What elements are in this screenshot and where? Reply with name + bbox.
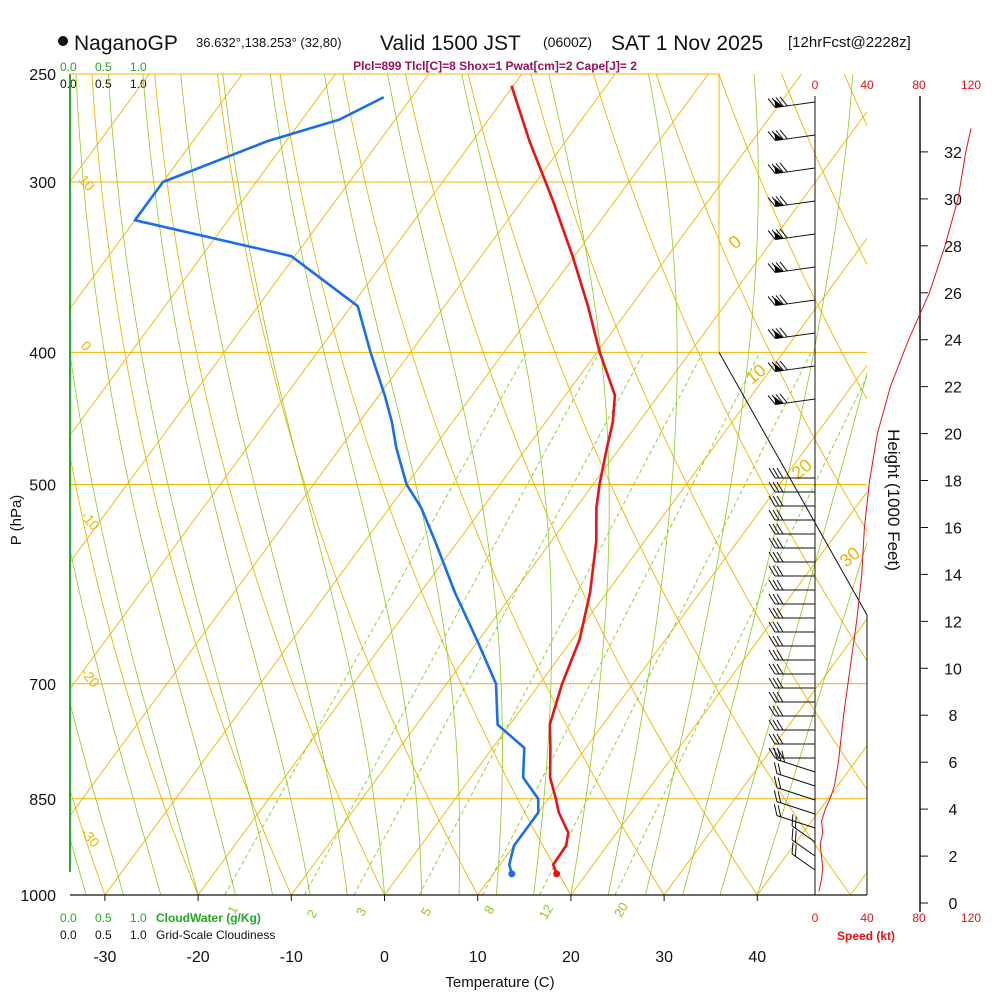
pressure-tick-label: 500 bbox=[29, 478, 56, 495]
x-tick-label: 10 bbox=[469, 949, 487, 966]
height-axis-title: Height (1000 Feet) bbox=[884, 429, 903, 571]
height-tick-label: 22 bbox=[944, 380, 962, 397]
cloud-water-tick: 0.0 bbox=[60, 911, 77, 925]
valid-date: SAT 1 Nov 2025 bbox=[611, 32, 763, 55]
speed-tick-label-bottom: 80 bbox=[912, 911, 926, 925]
cloudiness-tick: 0.0 bbox=[60, 77, 77, 91]
pressure-tick-label: 1000 bbox=[20, 888, 56, 905]
x-tick-label: 30 bbox=[655, 949, 673, 966]
pressure-tick-label: 300 bbox=[29, 175, 56, 192]
height-tick-label: 32 bbox=[944, 145, 962, 162]
height-tick-label: 24 bbox=[944, 333, 962, 350]
valid-utc: (0600Z) bbox=[543, 34, 592, 50]
speed-tick-label-top: 80 bbox=[912, 78, 926, 92]
cloud-water-label: CloudWater (g/Kg) bbox=[156, 911, 261, 925]
speed-tick-label-bottom: 120 bbox=[961, 911, 981, 925]
cloud-water-tick: 1.0 bbox=[130, 60, 147, 74]
valid-time: Valid 1500 JST bbox=[380, 32, 521, 55]
speed-tick-label-bottom: 40 bbox=[860, 911, 874, 925]
height-tick-label: 8 bbox=[949, 708, 958, 725]
forecast-label: [12hrFcst@2228z] bbox=[788, 34, 911, 51]
height-tick-label: 16 bbox=[944, 521, 962, 538]
height-tick-label: 14 bbox=[944, 567, 962, 584]
speed-tick-label-top: 40 bbox=[860, 78, 874, 92]
height-tick-label: 18 bbox=[944, 474, 962, 491]
height-tick-label: 0 bbox=[949, 896, 958, 913]
speed-tick-label-top: 120 bbox=[961, 78, 981, 92]
pressure-tick-label: 400 bbox=[29, 345, 56, 362]
dewpoint-surface-point bbox=[508, 870, 515, 877]
temperature-surface-point bbox=[553, 870, 560, 877]
x-tick-label: -20 bbox=[187, 949, 210, 966]
height-tick-label: 10 bbox=[944, 661, 962, 678]
pressure-tick-label: 850 bbox=[29, 792, 56, 809]
speed-axis-title: Speed (kt) bbox=[837, 929, 895, 943]
cloud-water-tick: 0.5 bbox=[95, 60, 112, 74]
cloudiness-tick: 0.0 bbox=[60, 928, 77, 942]
pressure-tick-label: 250 bbox=[29, 67, 56, 84]
cloud-water-tick: 0.0 bbox=[60, 60, 77, 74]
cloudiness-label: Grid-Scale Cloudiness bbox=[156, 928, 275, 942]
height-tick-label: 4 bbox=[949, 802, 958, 819]
x-tick-label: 20 bbox=[562, 949, 580, 966]
speed-tick-label-bottom: 0 bbox=[812, 911, 819, 925]
station-coords: 36.632°,138.253° (32,80) bbox=[196, 35, 342, 50]
stability-indices: Plcl=899 Tlcl[C]=8 Shox=1 Pwat[cm]=2 Cap… bbox=[353, 59, 637, 73]
x-tick-label: -30 bbox=[93, 949, 116, 966]
height-tick-label: 20 bbox=[944, 427, 962, 444]
x-tick-label: 0 bbox=[380, 949, 389, 966]
height-tick-label: 6 bbox=[949, 755, 958, 772]
cloudiness-tick: 1.0 bbox=[130, 928, 147, 942]
x-tick-label: -10 bbox=[280, 949, 303, 966]
height-tick-label: 12 bbox=[944, 614, 962, 631]
height-tick-label: 2 bbox=[949, 849, 958, 866]
station-name: NaganoGP bbox=[74, 32, 178, 55]
x-axis-title: Temperature (C) bbox=[445, 974, 554, 991]
height-tick-label: 28 bbox=[944, 239, 962, 256]
height-tick-label: 26 bbox=[944, 286, 962, 303]
station-bullet-icon bbox=[58, 36, 68, 46]
y-axis-title: P (hPa) bbox=[8, 495, 25, 546]
cloud-water-tick: 1.0 bbox=[130, 911, 147, 925]
speed-tick-label-top: 0 bbox=[812, 78, 819, 92]
pressure-tick-label: 700 bbox=[29, 677, 56, 694]
cloudiness-tick: 0.5 bbox=[95, 928, 112, 942]
x-tick-label: 40 bbox=[748, 949, 766, 966]
height-tick-label: 30 bbox=[944, 192, 962, 209]
cloud-water-tick: 0.5 bbox=[95, 911, 112, 925]
